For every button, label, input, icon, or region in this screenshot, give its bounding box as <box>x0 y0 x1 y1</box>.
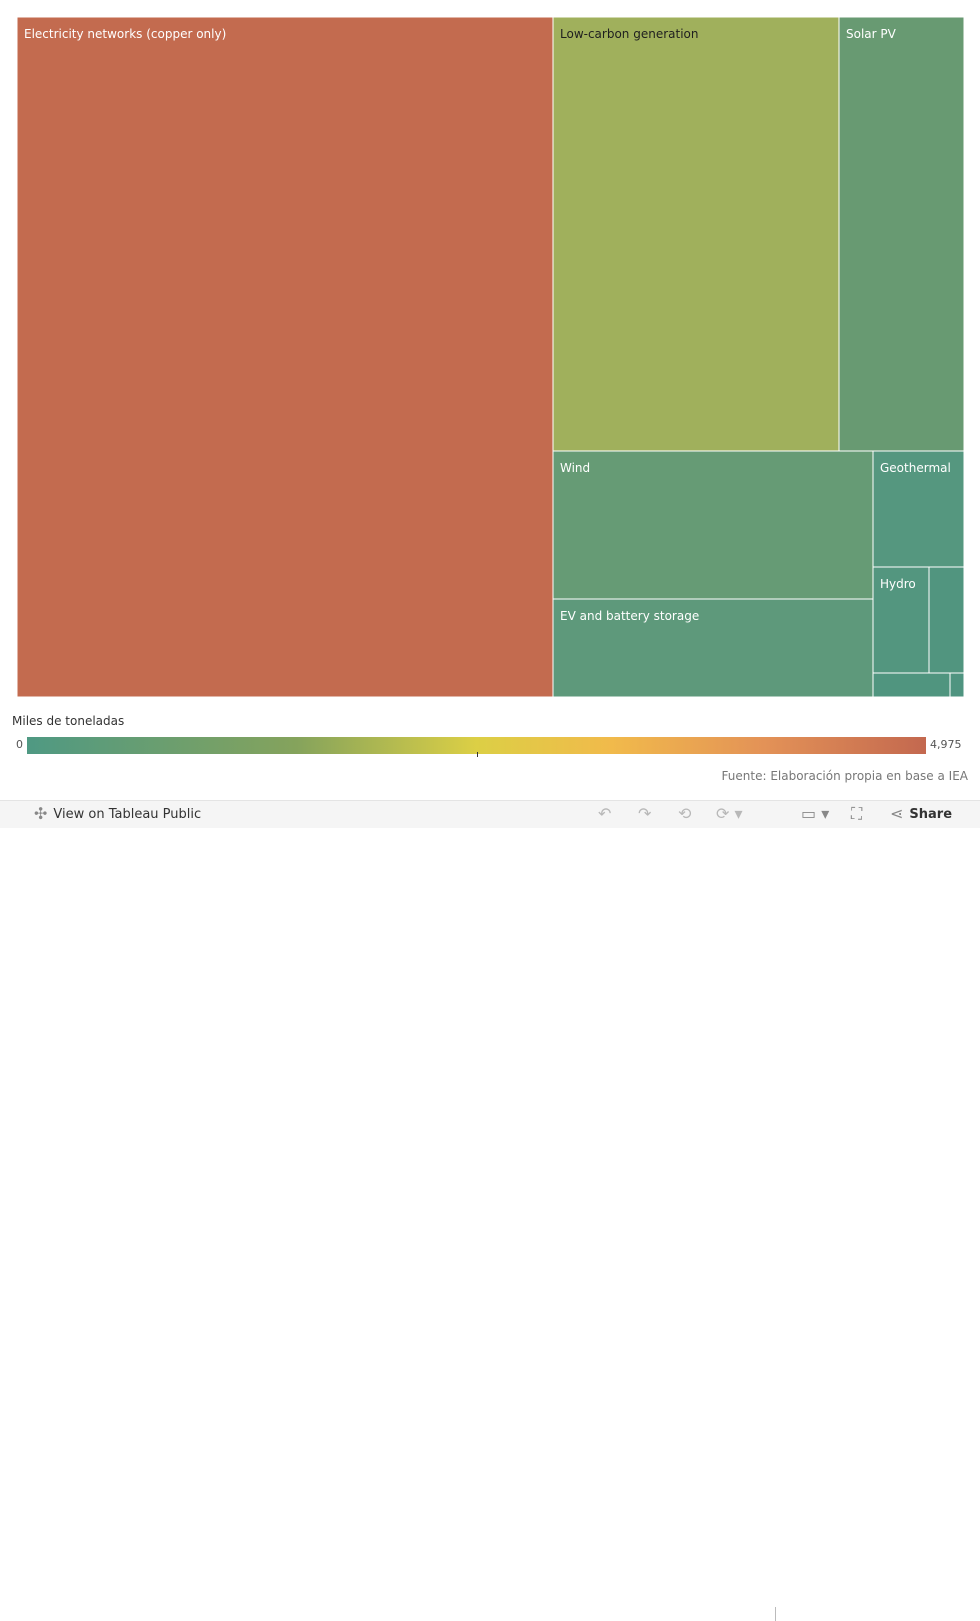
share-button[interactable]: ⋖ Share <box>890 806 952 822</box>
treemap-tile[interactable] <box>928 566 965 674</box>
undo-icon[interactable]: ↶ <box>598 804 612 823</box>
treemap-tile-label: Geothermal <box>880 461 951 475</box>
legend-title: Miles de toneladas <box>12 714 125 728</box>
treemap-tile-label: Solar PV <box>846 27 897 41</box>
treemap-tile-label: Wind <box>560 461 590 475</box>
tableau-icon: ✣ <box>34 804 48 823</box>
treemap-tile[interactable] <box>552 16 840 452</box>
source-note: Fuente: Elaboración propia en base a IEA <box>721 769 968 783</box>
treemap-tile[interactable] <box>552 598 874 698</box>
treemap-tile-label: Electricity networks (copper only) <box>24 27 226 41</box>
treemap-tile[interactable] <box>16 16 554 698</box>
fullscreen-icon[interactable]: ⛶ <box>851 804 863 823</box>
download-icon[interactable]: ▭ ▾ <box>801 804 830 823</box>
treemap-tile[interactable] <box>838 16 965 452</box>
treemap-chart: Electricity networks (copper only) Low-ca… <box>16 16 965 698</box>
toolbar: ✣ View on Tableau Public ↶ ↷ ⟲ ⟳ ▾ ▭ ▾ ⛶… <box>0 800 980 1621</box>
treemap-tile[interactable] <box>949 672 965 698</box>
share-icon: ⋖ <box>890 804 904 823</box>
view-on-tableau-button[interactable]: ✣ View on Tableau Public <box>34 806 201 822</box>
view-on-tableau-label: View on Tableau Public <box>53 806 202 822</box>
legend-min-label: 0 <box>16 738 23 751</box>
treemap-tile-label: EV and battery storage <box>560 609 699 623</box>
treemap-tile[interactable] <box>552 450 874 600</box>
toolbar-separator <box>775 1607 776 1621</box>
treemap-tile[interactable] <box>872 566 930 674</box>
refresh-icon[interactable]: ⟳ ▾ <box>716 804 743 823</box>
treemap-tile-label: Low-carbon generation <box>560 27 699 41</box>
legend-max-label: 4,975 <box>930 738 962 751</box>
treemap-tile[interactable] <box>872 450 965 568</box>
legend-tick <box>477 752 478 757</box>
legend-color-bar <box>27 737 926 754</box>
revert-icon[interactable]: ⟲ <box>678 804 692 823</box>
treemap-tile[interactable] <box>872 672 951 698</box>
treemap-tile-label: Hydro <box>880 577 916 591</box>
redo-icon[interactable]: ↷ <box>638 804 652 823</box>
share-label: Share <box>909 806 953 822</box>
